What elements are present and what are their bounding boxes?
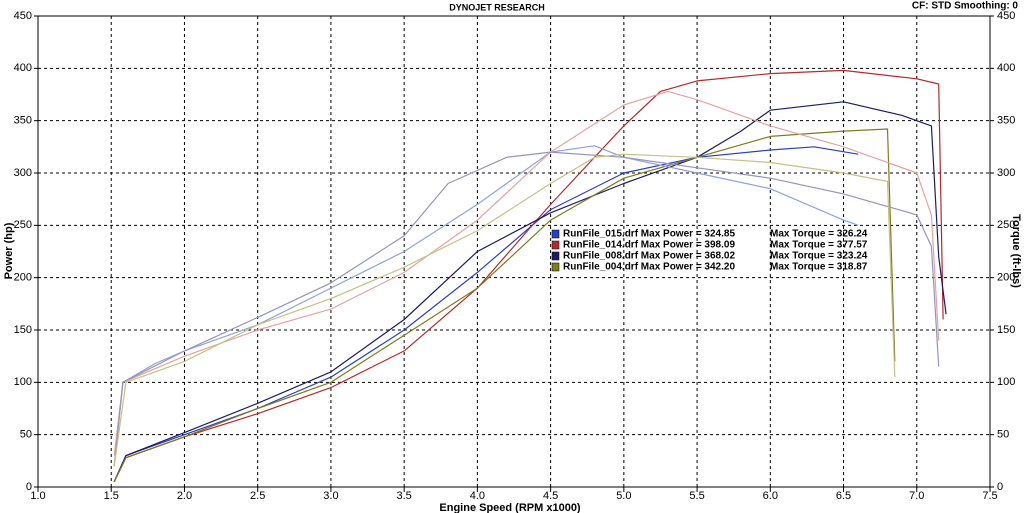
legend-swatch xyxy=(551,262,560,272)
y-tick-label: 450 xyxy=(14,10,32,22)
settings-label: CF: STD Smoothing: 0 xyxy=(912,1,1019,12)
series-line xyxy=(113,151,940,467)
legend-swatch xyxy=(551,251,560,261)
x-tick-label: 4.0 xyxy=(470,490,485,502)
legend-label: Max Torque = 326.24 xyxy=(770,229,868,240)
legend-label: RunFile_008.drf Max Power = 368.02 xyxy=(563,251,735,262)
y2-tick-label: 350 xyxy=(997,115,1015,127)
x-tick-label: 2.0 xyxy=(177,490,192,502)
y2-tick-label: 250 xyxy=(997,219,1015,231)
x-tick-label: 3.0 xyxy=(323,490,338,502)
y2-tick-label: 100 xyxy=(997,376,1015,388)
x-tick-label: 7.0 xyxy=(909,490,924,502)
y2-tick-label: 0 xyxy=(997,481,1003,493)
legend-label: RunFile_015.drf Max Power = 324.85 xyxy=(563,229,735,240)
x-tick-label: 7.5 xyxy=(982,490,997,502)
x-tick-label: 3.5 xyxy=(397,490,412,502)
series-line xyxy=(113,146,859,483)
y-tick-label: 150 xyxy=(14,324,32,336)
chart-title: DYNOJET RESEARCH xyxy=(449,2,545,12)
y-tick-label: 0 xyxy=(26,481,32,493)
y2-tick-label: 300 xyxy=(997,167,1015,179)
x-tick-label: 1.5 xyxy=(104,490,119,502)
series-line xyxy=(113,101,947,483)
series-line xyxy=(113,145,859,467)
series-line xyxy=(113,128,896,483)
y2-tick-label: 200 xyxy=(997,272,1015,284)
plot-border xyxy=(37,15,991,488)
y-tick-label: 200 xyxy=(14,272,32,284)
x-tick-label: 5.5 xyxy=(689,490,704,502)
x-tick-label: 6.5 xyxy=(836,490,851,502)
y2-tick-label: 450 xyxy=(997,10,1015,22)
y-axis-label: Power (hp) xyxy=(3,222,15,279)
legend-label: RunFile_004.drf Max Power = 342.20 xyxy=(563,262,735,273)
legend-swatch xyxy=(551,240,560,250)
x-tick-label: 5.0 xyxy=(616,490,631,502)
legend-label: Max Torque = 323.24 xyxy=(770,251,868,262)
legend-label: Max Torque = 318.87 xyxy=(770,262,868,273)
series-line xyxy=(113,153,896,467)
y-tick-label: 400 xyxy=(14,62,32,74)
legend-swatch xyxy=(551,229,560,239)
x-tick-label: 6.0 xyxy=(763,490,778,502)
x-axis-label: Engine Speed (RPM x1000) xyxy=(439,502,581,513)
y2-axis-label: Torque (ft-lbs) xyxy=(1010,214,1022,288)
x-tick-label: 1.0 xyxy=(30,490,45,502)
y-tick-label: 300 xyxy=(14,167,32,179)
x-tick-label: 4.5 xyxy=(543,490,558,502)
x-tick-label: 2.5 xyxy=(250,490,265,502)
y2-tick-label: 400 xyxy=(997,62,1015,74)
series-line xyxy=(113,69,944,483)
y-tick-label: 50 xyxy=(20,429,32,441)
legend-label: Max Torque = 377.57 xyxy=(770,240,868,251)
y2-tick-label: 150 xyxy=(997,324,1015,336)
y-tick-label: 250 xyxy=(14,219,32,231)
y2-tick-label: 50 xyxy=(997,429,1009,441)
y-tick-label: 350 xyxy=(14,115,32,127)
legend-label: RunFile_014.drf Max Power = 398.09 xyxy=(563,240,735,251)
y-tick-label: 100 xyxy=(14,376,32,388)
